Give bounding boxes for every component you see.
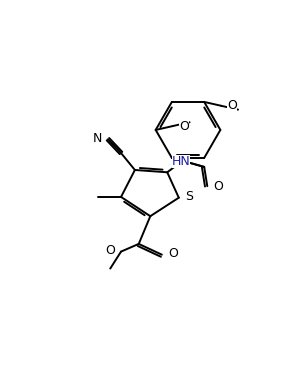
Text: N: N — [92, 132, 102, 145]
Text: S: S — [185, 190, 193, 204]
Text: O: O — [213, 181, 223, 193]
Text: O: O — [105, 244, 115, 257]
Text: O: O — [227, 99, 237, 112]
Text: O: O — [168, 247, 178, 261]
Text: HN: HN — [172, 155, 190, 169]
Text: O: O — [179, 120, 189, 133]
